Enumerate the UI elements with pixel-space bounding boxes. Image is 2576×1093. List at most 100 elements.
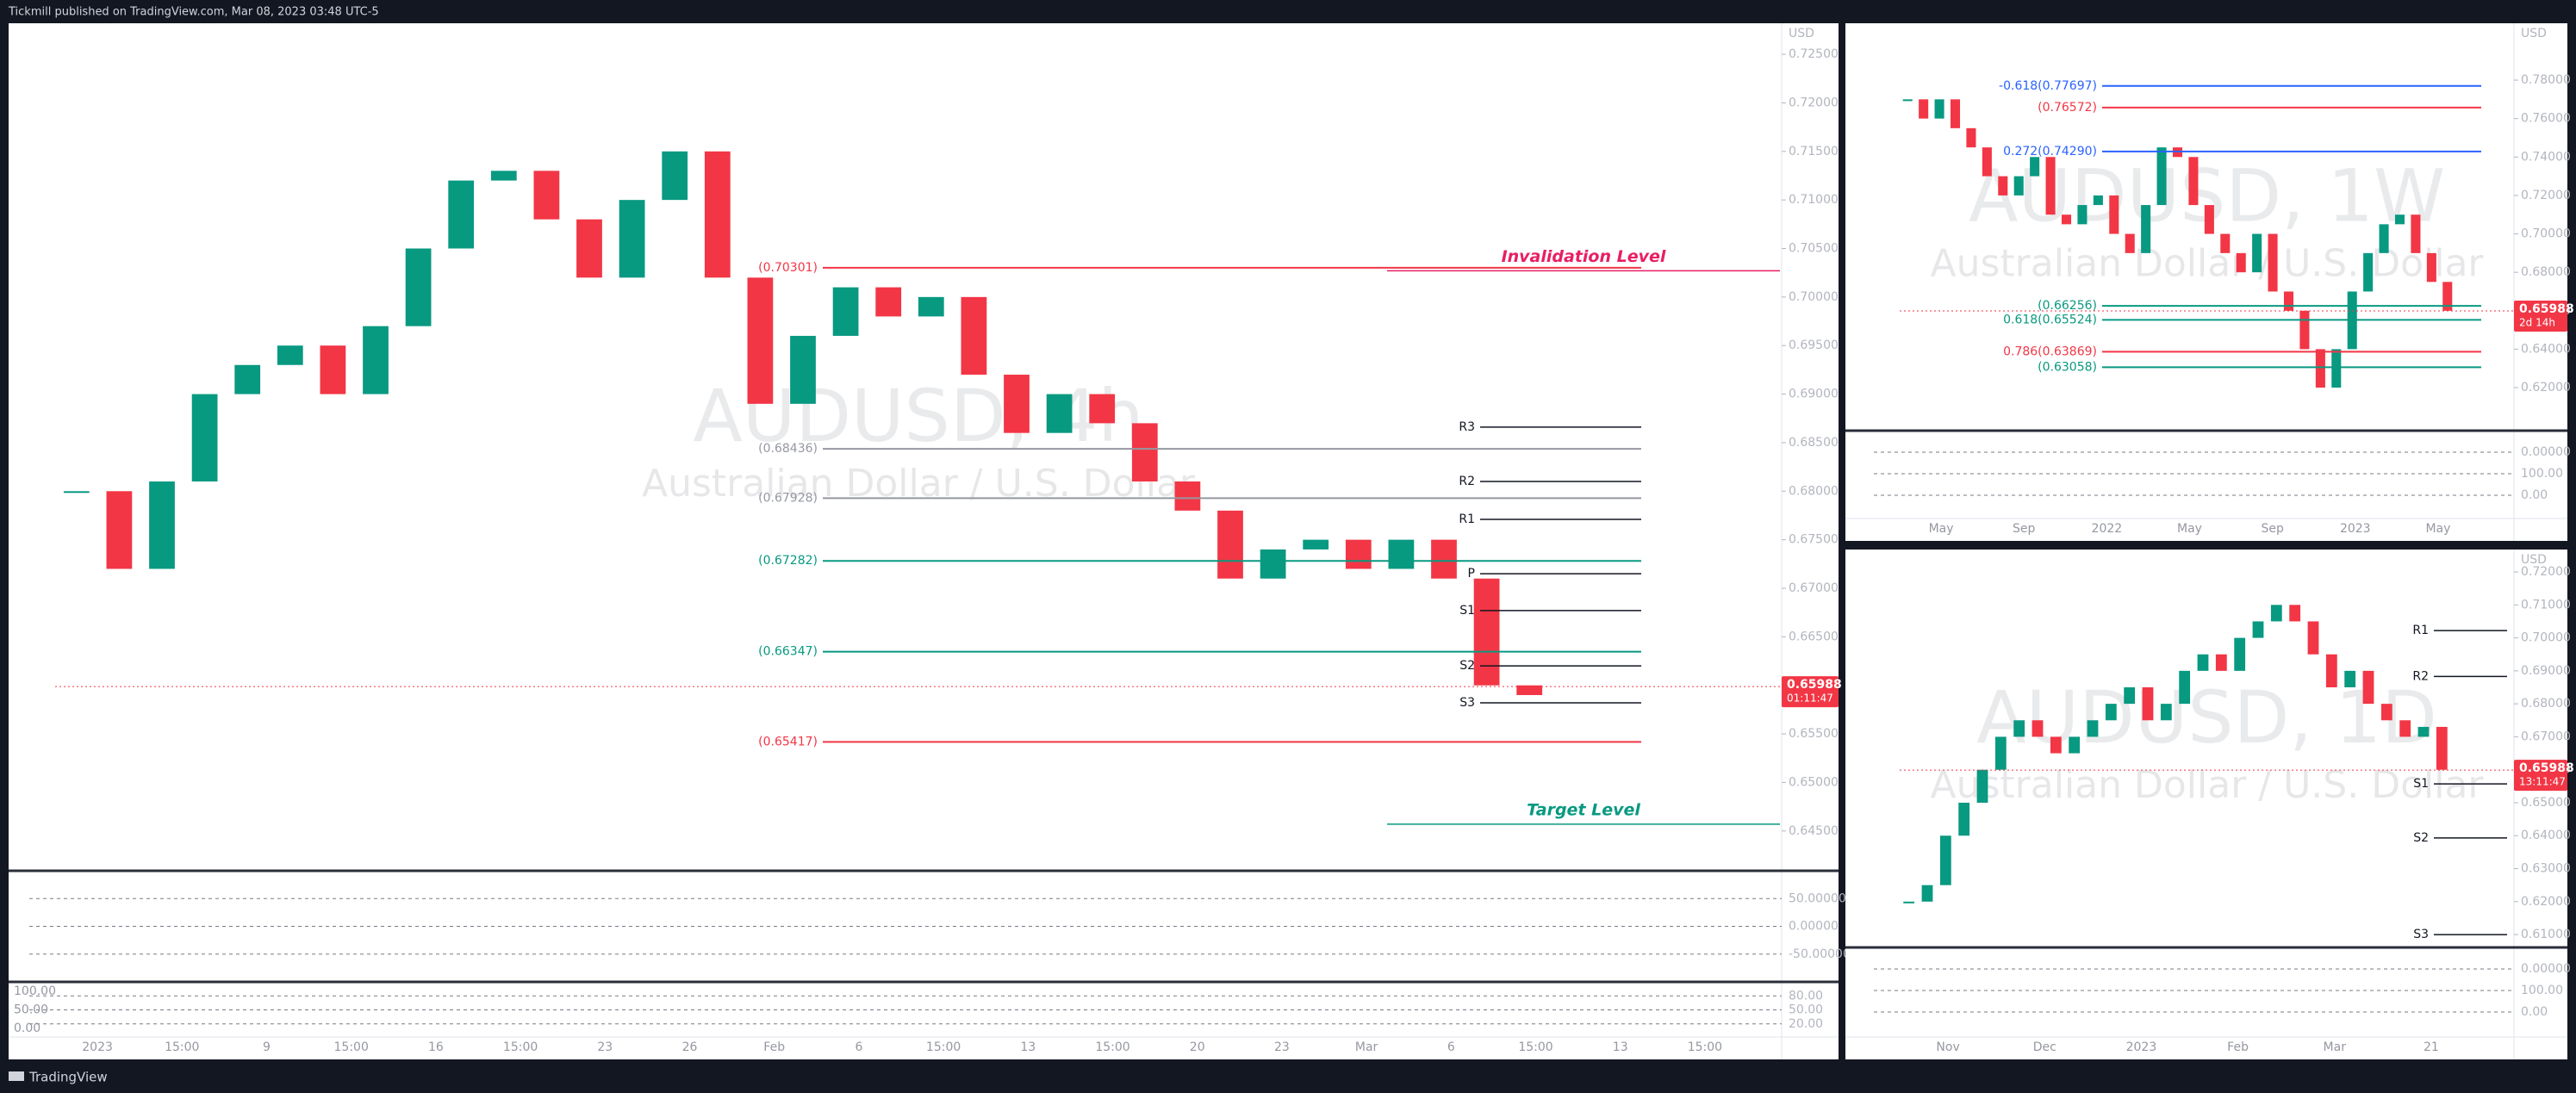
y-tick-label: 0.72500: [1789, 47, 1839, 61]
y-tick-label: 0.69500: [1789, 338, 1839, 352]
indicator-label: -50.00000: [1789, 947, 1851, 961]
y-tick-label: 0.70000: [1789, 290, 1839, 304]
pivot-label: S1: [1459, 604, 1475, 618]
y-tick-label: 0.71000: [2521, 598, 2571, 612]
candle: [2417, 726, 2430, 737]
candle: [1516, 685, 1543, 695]
candle: [1217, 510, 1243, 579]
candle: [2045, 157, 2056, 215]
candle: [2426, 252, 2436, 283]
candle: [1958, 802, 1970, 836]
time-label: Mar: [2324, 1040, 2347, 1054]
indicator-label: 0.00: [2521, 488, 2548, 502]
time-label: 2023: [2126, 1040, 2157, 1054]
pivot-label: S3: [1459, 696, 1475, 710]
time-label: Dec: [2033, 1040, 2056, 1054]
candle: [747, 277, 774, 404]
y-tick-label: 0.65000: [2521, 796, 2571, 810]
candle: [2236, 252, 2246, 273]
y-tick-label: 0.70500: [1789, 241, 1839, 255]
candle: [2344, 670, 2356, 687]
candle: [149, 481, 175, 569]
indicator-label: 0.00000: [1789, 920, 1839, 934]
last-price: 0.65988: [2519, 302, 2574, 316]
y-tick-label: 0.67500: [1789, 533, 1839, 547]
candle: [1982, 147, 1992, 177]
candle: [2141, 205, 2151, 253]
last-price-box: [1782, 676, 1839, 708]
y-tick-label: 0.70000: [2521, 631, 2571, 645]
time-label: 15:00: [926, 1040, 961, 1054]
indicator-label: 100.00: [2521, 467, 2563, 481]
fib-label: (0.66256): [2038, 299, 2097, 313]
time-label: 21: [2424, 1040, 2439, 1054]
currency: USD: [2521, 27, 2547, 40]
candle: [490, 171, 517, 181]
candle: [1903, 901, 1915, 904]
candle: [2220, 233, 2231, 253]
y-tick-label: 0.76000: [2521, 112, 2571, 126]
candle: [320, 345, 346, 394]
candle: [2299, 310, 2310, 350]
y-tick-label: 0.64500: [1789, 824, 1839, 838]
fib-label: 0.786(0.63869): [2003, 345, 2097, 358]
candle: [2289, 605, 2301, 622]
y-tick-label: 0.61000: [2521, 928, 2571, 941]
y-tick-label: 0.69000: [1789, 388, 1839, 401]
candle: [2125, 233, 2135, 253]
pivot-label: S3: [2413, 928, 2429, 941]
candle: [2252, 233, 2262, 273]
time-label: 2022: [2092, 522, 2123, 536]
candle: [2315, 349, 2325, 388]
candle: [2268, 233, 2278, 292]
candle: [619, 200, 645, 278]
fib-label: (0.66347): [758, 645, 818, 659]
candle: [1919, 99, 1929, 119]
fib-label: (0.65417): [758, 735, 818, 748]
annotation: Invalidation Level: [1502, 247, 1666, 266]
candle: [1345, 539, 1372, 569]
candle: [2061, 214, 2072, 225]
y-tick-label: 0.78000: [2521, 73, 2571, 87]
pivot-label: R2: [2412, 669, 2429, 683]
y-tick-label: 0.68000: [2521, 265, 2571, 279]
candle: [1004, 375, 1030, 433]
y-tick-label: 0.72000: [1789, 96, 1839, 109]
y-tick-label: 0.67000: [1789, 581, 1839, 595]
left-indicator-label: 100.00: [14, 984, 56, 998]
pivot-label: S2: [1459, 659, 1475, 673]
y-tick-label: 0.62000: [2521, 895, 2571, 909]
last-price: 0.65988: [1787, 678, 1842, 692]
candle: [1431, 539, 1457, 579]
candle: [1921, 885, 1933, 902]
y-tick-label: 0.69000: [2521, 664, 2571, 678]
candle: [234, 364, 261, 394]
candle: [2362, 670, 2374, 705]
candle: [1950, 99, 1961, 128]
candle: [2087, 720, 2099, 737]
candle: [2204, 205, 2214, 234]
y-tick-label: 0.67000: [2521, 730, 2571, 743]
time-label: 2023: [82, 1040, 113, 1054]
candle: [2156, 147, 2167, 206]
candle: [191, 394, 218, 482]
candle: [1976, 769, 1988, 803]
time-label: May: [2425, 522, 2450, 536]
publisher-line: Tickmill published on TradingView.com, M…: [8, 6, 379, 19]
candle: [63, 491, 90, 494]
y-tick-label: 0.72000: [2521, 189, 2571, 202]
candle: [2307, 621, 2319, 655]
pivot-label: S1: [2413, 777, 2429, 791]
candle: [2442, 282, 2453, 311]
time-label: Mar: [1355, 1040, 1378, 1054]
panel-background: [9, 23, 1839, 1059]
y-tick-label: 0.64000: [2521, 829, 2571, 842]
fib-label: -0.618(0.77697): [1999, 79, 2097, 93]
annotation: Target Level: [1527, 800, 1640, 819]
indicator-label: 80.00: [1789, 989, 1823, 1003]
candle: [2124, 686, 2136, 705]
time-label: 9: [263, 1040, 271, 1054]
candle: [2030, 157, 2040, 177]
candle: [832, 287, 859, 336]
candle: [704, 151, 731, 278]
